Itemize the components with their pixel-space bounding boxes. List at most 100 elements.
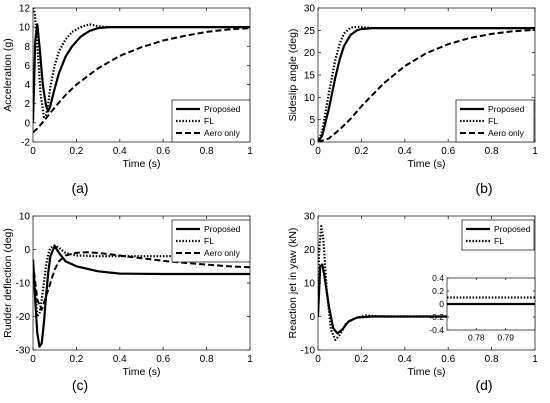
- y-tick-label: -30: [16, 346, 31, 357]
- x-tick-label: 0.4: [398, 146, 412, 157]
- x-tick-label: 0.4: [398, 354, 412, 365]
- y-tick-label: -10: [301, 346, 316, 357]
- inset-x-tick-label: 0.78: [468, 333, 485, 343]
- series-line-proposed: [33, 23, 250, 123]
- y-tick-label: 10: [19, 212, 31, 223]
- y-tick-label: 30: [304, 4, 316, 15]
- series-line-aero-only: [318, 28, 535, 142]
- panel-caption: (b): [475, 180, 492, 196]
- x-tick-label: 0.2: [69, 146, 83, 157]
- y-tick-label: 8: [24, 42, 30, 53]
- panel-caption: (c): [72, 377, 88, 393]
- legend-box: [455, 99, 535, 143]
- inset-y-tick-label: -0.2: [429, 312, 444, 322]
- y-tick-label: -2: [21, 138, 30, 149]
- legend-label: Proposed: [204, 104, 241, 114]
- legend: Proposed FL Aero only: [171, 99, 251, 143]
- x-tick-label: 0.6: [156, 146, 170, 157]
- x-tick-label: 0.6: [441, 146, 455, 157]
- y-tick-label: 0: [309, 312, 315, 323]
- legend-label: Aero only: [204, 128, 241, 138]
- x-tick-label: 0: [30, 146, 36, 157]
- y-tick-label: 10: [19, 23, 31, 34]
- inset-plot: 0.78 0.79 -0.4 -0.2 0 0.2 0.4: [429, 273, 536, 343]
- x-tick-label: 0: [315, 354, 321, 365]
- legend-label: FL: [204, 116, 214, 126]
- inset-y-tick-label: 0: [439, 299, 444, 309]
- x-tick-label: 0.8: [485, 146, 499, 157]
- series-line-aero-only: [33, 251, 250, 311]
- x-tick-label: 1: [247, 146, 253, 157]
- panel-caption: (a): [71, 180, 88, 196]
- legend-label: FL: [488, 116, 498, 126]
- series-line-proposed: [33, 245, 250, 348]
- legend-label: FL: [494, 236, 504, 246]
- x-tick-label: 1: [532, 354, 538, 365]
- y-tick-label: 6: [24, 61, 30, 72]
- y-tick-label: 25: [304, 26, 316, 37]
- y-axis-label: Reaction jet in yaw (kN): [287, 228, 299, 339]
- x-tick-label: 0: [30, 354, 36, 365]
- series-line-fl: [318, 25, 535, 142]
- inset-x-tick-label: 0.79: [497, 333, 514, 343]
- y-axis-label: Sideslip angle (deg): [287, 29, 299, 122]
- x-tick-label: 1: [532, 146, 538, 157]
- series-line-fl: [33, 8, 250, 119]
- x-tick-label: 0.4: [113, 146, 127, 157]
- legend: Proposed FL Aero only: [171, 219, 251, 263]
- y-tick-label: 15: [304, 71, 316, 82]
- legend-box: [461, 219, 535, 251]
- y-tick-label: 20: [304, 245, 316, 256]
- x-tick-label: 0.2: [69, 354, 83, 365]
- series-line-fl: [33, 244, 250, 318]
- x-axis-label: Time (s): [407, 158, 445, 170]
- y-tick-label: 30: [304, 212, 316, 223]
- y-axis-label: Rudder deflection (deg): [2, 228, 14, 338]
- legend-label: FL: [204, 236, 214, 246]
- x-tick-label: 0.8: [485, 354, 499, 365]
- chart-c: 0 0.2 0.4 0.6 0.8 1 -30 -20 -10 0 10 Time (s) Rudder…: [2, 212, 253, 394]
- series-line-fl: [318, 225, 535, 341]
- y-tick-label: 4: [24, 80, 30, 91]
- x-tick-label: 0.4: [113, 354, 127, 365]
- x-tick-label: 1: [247, 354, 253, 365]
- y-tick-label: 0: [309, 138, 315, 149]
- x-tick-label: 0.2: [354, 354, 368, 365]
- legend: Proposed FL Aero only: [455, 99, 535, 143]
- inset-y-tick-label: 0.2: [432, 286, 444, 296]
- y-tick-label: 5: [309, 115, 315, 126]
- legend-label: Aero only: [204, 248, 241, 258]
- y-tick-label: 0: [24, 118, 30, 129]
- panel-caption: (d): [475, 377, 492, 393]
- y-tick-label: -20: [16, 312, 31, 323]
- x-axis-label: Time (s): [122, 158, 160, 170]
- x-tick-label: 0.8: [200, 146, 214, 157]
- y-axis-label: Acceleration (g): [2, 38, 14, 112]
- x-tick-label: 0.6: [156, 354, 170, 365]
- y-tick-label: 10: [304, 93, 316, 104]
- inset-y-tick-label: -0.4: [429, 325, 444, 335]
- y-tick-label: -10: [16, 279, 31, 290]
- y-tick-label: 2: [24, 99, 30, 110]
- series-line-aero-only: [33, 27, 250, 134]
- x-axis-label: Time (s): [407, 366, 445, 378]
- legend-label: Proposed: [204, 224, 241, 234]
- inset-y-tick-label: 0.4: [432, 273, 444, 283]
- y-tick-label: 10: [304, 279, 316, 290]
- x-tick-label: 0: [315, 146, 321, 157]
- x-tick-label: 0.6: [441, 354, 455, 365]
- y-tick-label: 20: [304, 48, 316, 59]
- x-axis-label: Time (s): [122, 366, 160, 378]
- y-tick-label: 0: [24, 245, 30, 256]
- legend-label: Aero only: [488, 128, 525, 138]
- legend-box: [171, 219, 251, 263]
- x-tick-label: 0.8: [200, 354, 214, 365]
- legend-label: Proposed: [494, 224, 531, 234]
- legend: Proposed FL: [461, 219, 535, 251]
- x-tick-label: 0.2: [354, 146, 368, 157]
- legend-box: [171, 99, 251, 143]
